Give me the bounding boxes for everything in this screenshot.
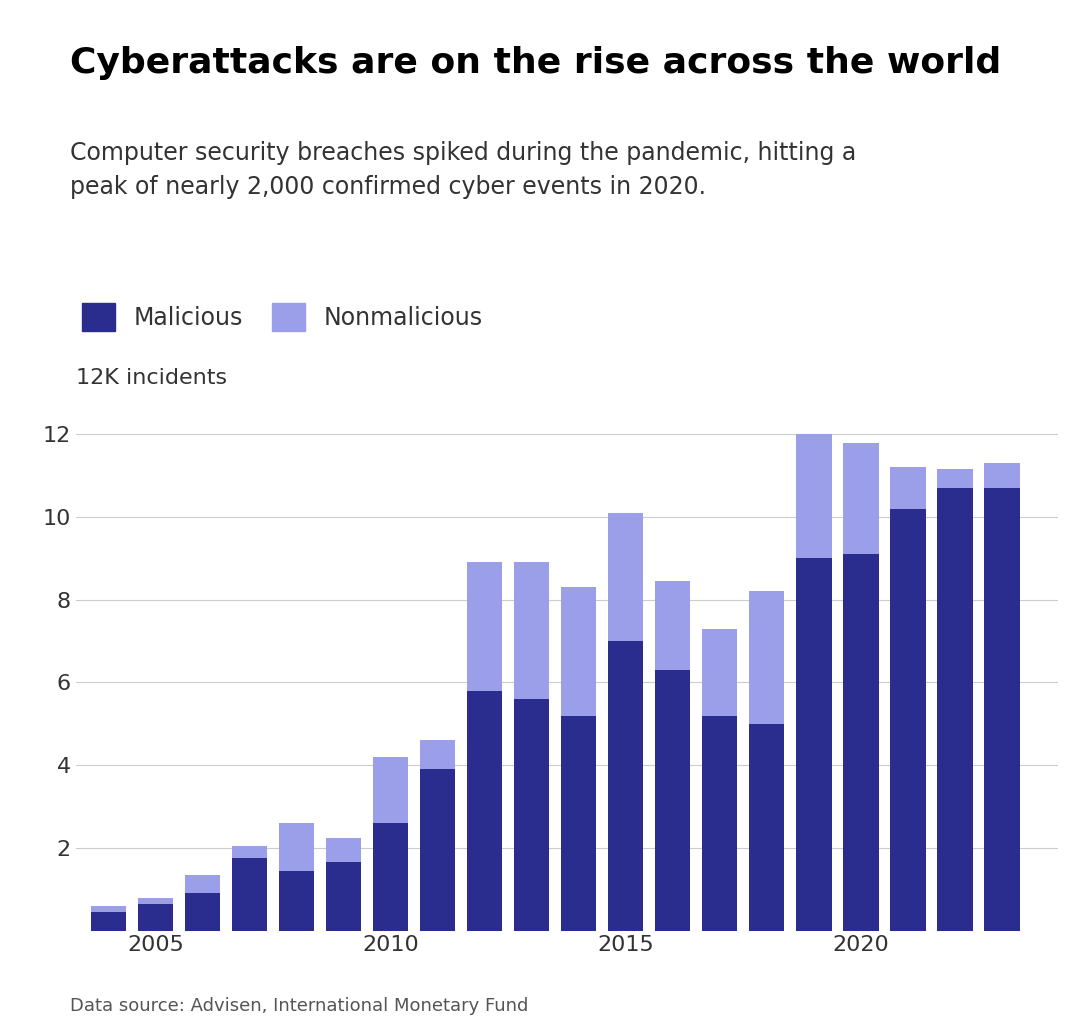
Bar: [937, 488, 973, 931]
Bar: [467, 562, 502, 691]
Bar: [608, 513, 644, 641]
Bar: [843, 443, 878, 554]
Bar: [562, 716, 596, 931]
Bar: [796, 434, 832, 558]
Bar: [232, 858, 267, 931]
Bar: [890, 509, 926, 931]
Text: Computer security breaches spiked during the pandemic, hitting a
peak of nearly : Computer security breaches spiked during…: [70, 141, 856, 199]
Bar: [796, 558, 832, 931]
Bar: [185, 875, 220, 893]
Bar: [467, 691, 502, 931]
Bar: [656, 581, 690, 670]
Bar: [984, 463, 1020, 488]
Bar: [326, 838, 362, 862]
Bar: [514, 699, 550, 931]
Bar: [420, 740, 456, 769]
Bar: [91, 906, 126, 912]
Bar: [890, 467, 926, 509]
Text: Data source: Advisen, International Monetary Fund: Data source: Advisen, International Mone…: [70, 998, 528, 1015]
Text: 12K incidents: 12K incidents: [76, 368, 227, 388]
Bar: [656, 670, 690, 931]
Legend: Malicious, Nonmalicious: Malicious, Nonmalicious: [82, 303, 483, 331]
Bar: [750, 591, 784, 724]
Bar: [279, 871, 314, 931]
Bar: [373, 823, 408, 931]
Bar: [514, 562, 550, 699]
Bar: [138, 904, 173, 931]
Text: Cyberattacks are on the rise across the world: Cyberattacks are on the rise across the …: [70, 45, 1001, 80]
Bar: [750, 724, 784, 931]
Bar: [326, 862, 362, 931]
Bar: [984, 488, 1020, 931]
Bar: [232, 846, 267, 858]
Bar: [843, 554, 878, 931]
Bar: [608, 641, 644, 931]
Bar: [702, 716, 738, 931]
Bar: [702, 629, 738, 716]
Bar: [91, 912, 126, 931]
Bar: [138, 898, 173, 904]
Bar: [937, 469, 973, 488]
Bar: [420, 769, 456, 931]
Bar: [562, 587, 596, 716]
Bar: [373, 757, 408, 823]
Bar: [279, 823, 314, 871]
Bar: [185, 893, 220, 931]
